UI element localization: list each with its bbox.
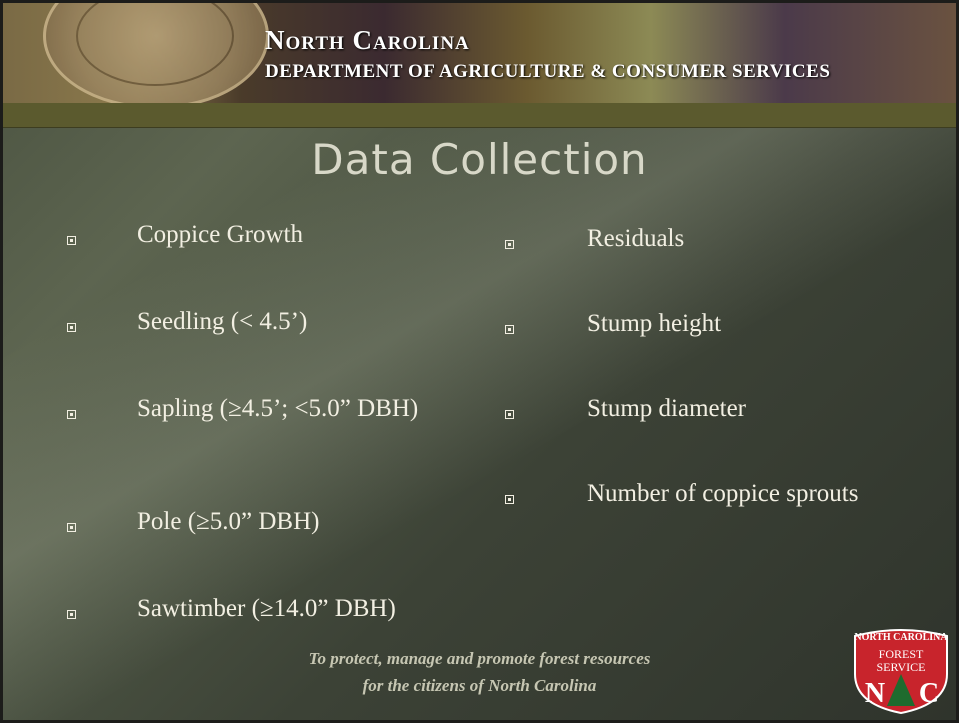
footer-line: for the citizens of North Carolina <box>3 676 956 696</box>
bullet-item: Residuals <box>587 220 887 258</box>
bullet-icon <box>505 495 514 504</box>
bullet-item: Stump diameter <box>587 390 887 428</box>
slide-title: Data Collection <box>3 135 956 184</box>
logo-text: SERVICE <box>876 660 925 674</box>
bullet-icon <box>67 323 76 332</box>
bullet-item: Sawtimber (≥14.0” DBH) <box>137 590 467 628</box>
bullet-icon <box>505 410 514 419</box>
header-band <box>3 103 956 128</box>
footer-line: To protect, manage and promote forest re… <box>3 649 956 669</box>
bullet-icon <box>67 236 76 245</box>
header-banner: North Carolina DEPARTMENT OF AGRICULTURE… <box>3 3 956 103</box>
bullet-icon <box>67 410 76 419</box>
header-subtitle: DEPARTMENT OF AGRICULTURE & CONSUMER SER… <box>265 61 830 83</box>
bullet-item: Coppice Growth <box>137 216 467 254</box>
logo-letter: C <box>919 678 939 709</box>
seal-ring <box>76 0 234 86</box>
seal <box>43 0 269 109</box>
bullet-icon <box>67 610 76 619</box>
bullet-item: Number of coppice sprouts <box>587 475 887 513</box>
bullet-item: Seedling (< 4.5’) <box>137 303 467 341</box>
forest-service-logo: NORTH CAROLINA FOREST SERVICE N C <box>849 628 953 714</box>
logo-text: NORTH CAROLINA <box>854 632 948 643</box>
logo-letter: N <box>865 678 885 709</box>
header-title: North Carolina <box>265 25 470 56</box>
bullet-item: Stump height <box>587 305 887 343</box>
logo-text: FOREST <box>879 647 924 661</box>
bullet-icon <box>67 523 76 532</box>
bullet-icon <box>505 240 514 249</box>
bullet-icon <box>505 325 514 334</box>
bullet-item: Pole (≥5.0” DBH) <box>137 503 467 541</box>
slide: North Carolina DEPARTMENT OF AGRICULTURE… <box>0 0 959 723</box>
bullet-item: Sapling (≥4.5’; <5.0” DBH) <box>137 390 467 428</box>
